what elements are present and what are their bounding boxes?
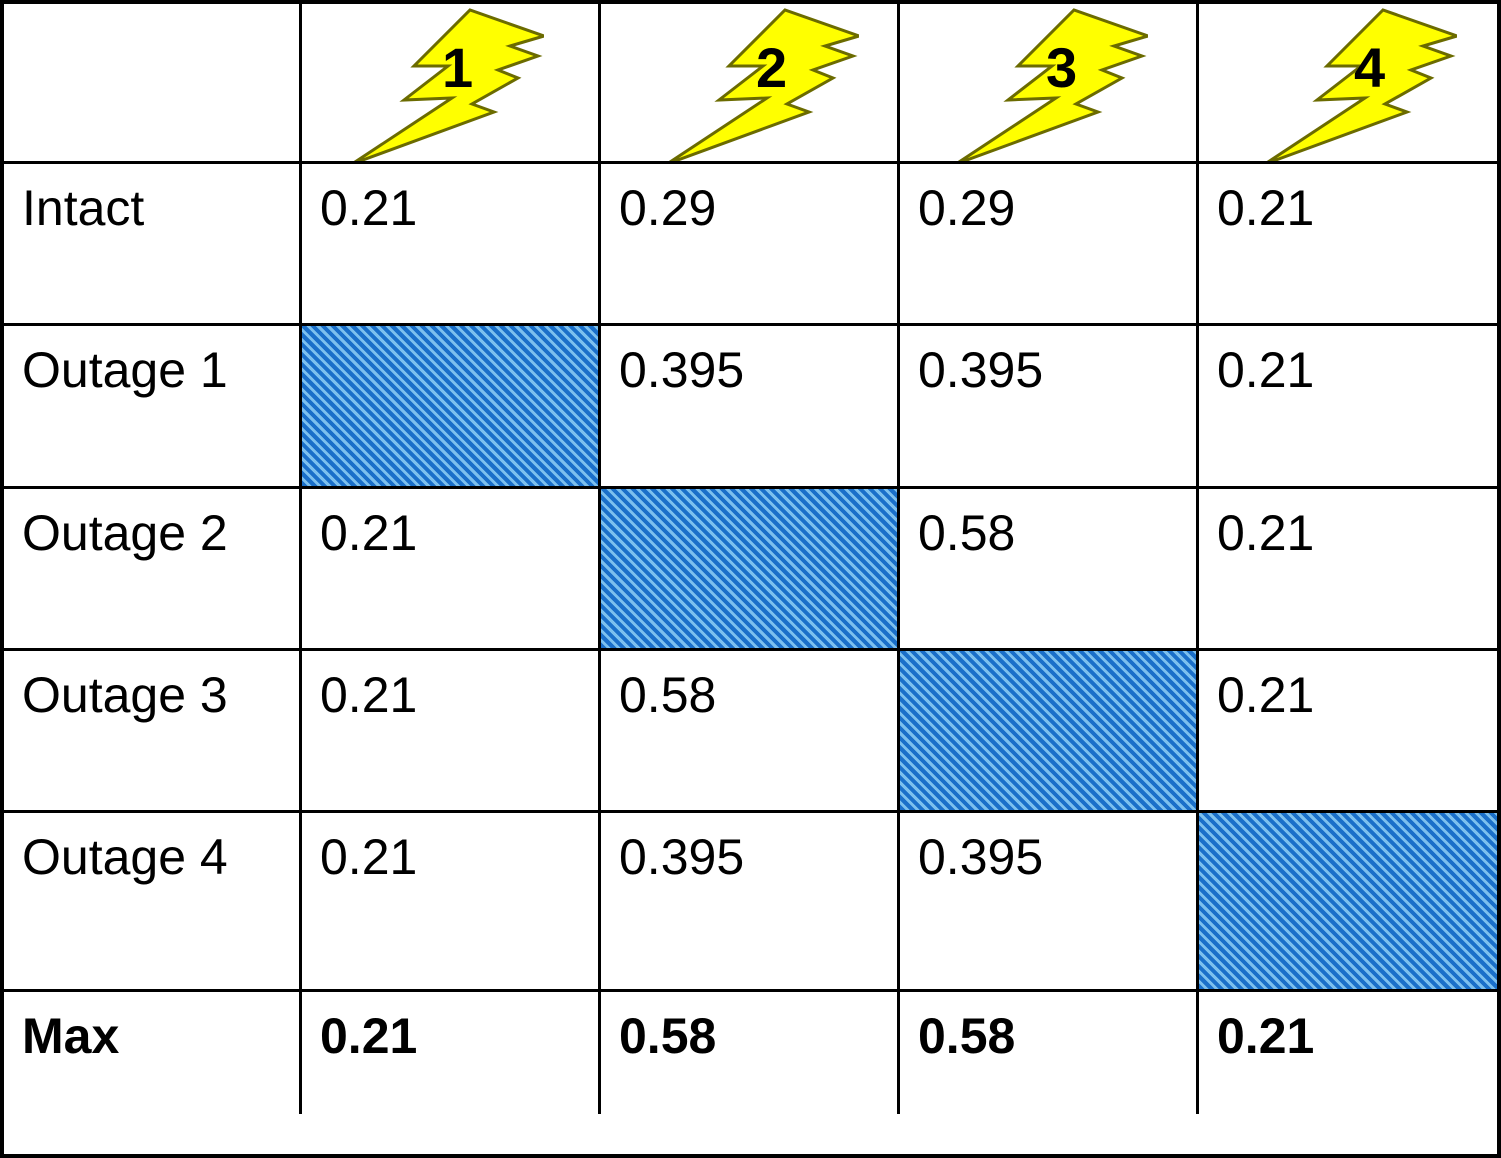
cell-value: 0.395 — [619, 829, 745, 885]
row-label: Intact — [22, 180, 145, 236]
cell-value: 0.21 — [320, 505, 418, 561]
max-cell: 0.21 — [1199, 992, 1497, 1114]
lightning-bolt-icon — [668, 8, 859, 161]
table-cell: 0.21 — [302, 489, 601, 651]
cell-value: 0.21 — [320, 667, 418, 723]
corner-cell — [4, 4, 302, 164]
max-cell: 0.58 — [900, 992, 1199, 1114]
table-cell: 0.21 — [1199, 164, 1497, 326]
cell-value: 0.58 — [918, 505, 1016, 561]
max-cell: 0.21 — [302, 992, 601, 1114]
row-label: Outage 1 — [22, 342, 228, 398]
max-cell: 0.58 — [601, 992, 900, 1114]
column-label: 2 — [756, 36, 788, 99]
table-cell: 0.21 — [302, 651, 601, 813]
cell-value: 0.395 — [918, 829, 1044, 885]
row-label: Max — [22, 1008, 120, 1064]
cell-value: 0.58 — [619, 1008, 717, 1064]
row-label-outage-1: Outage 1 — [4, 326, 302, 489]
table-cell: 0.21 — [1199, 326, 1497, 489]
cell-value: 0.21 — [320, 180, 418, 236]
row-label-outage-2: Outage 2 — [4, 489, 302, 651]
row-label: Outage 2 — [22, 505, 228, 561]
cell-value: 0.29 — [918, 180, 1016, 236]
lightning-bolt-icon — [1266, 8, 1457, 161]
cell-value: 0.395 — [619, 342, 745, 398]
column-label: 4 — [1354, 36, 1386, 99]
cell-value: 0.58 — [918, 1008, 1016, 1064]
cell-value: 0.29 — [619, 180, 717, 236]
hatched-cell — [1199, 813, 1497, 992]
table-cell: 0.395 — [900, 813, 1199, 992]
hatched-cell — [900, 651, 1199, 813]
cell-value: 0.395 — [918, 342, 1044, 398]
row-label-max: Max — [4, 992, 302, 1114]
cell-value: 0.21 — [1217, 667, 1315, 723]
column-header-2: 2 — [601, 4, 900, 164]
table-cell: 0.21 — [1199, 489, 1497, 651]
cell-value: 0.21 — [320, 829, 418, 885]
cell-value: 0.58 — [619, 667, 717, 723]
cell-value: 0.21 — [1217, 180, 1315, 236]
table-cell: 0.29 — [900, 164, 1199, 326]
table-cell: 0.58 — [601, 651, 900, 813]
row-label-intact: Intact — [4, 164, 302, 326]
row-label-outage-4: Outage 4 — [4, 813, 302, 992]
cell-value: 0.21 — [1217, 505, 1315, 561]
table-cell: 0.29 — [601, 164, 900, 326]
lightning-bolt-icon — [353, 8, 544, 161]
cell-value: 0.21 — [1217, 342, 1315, 398]
column-label: 3 — [1046, 36, 1078, 99]
row-label: Outage 3 — [22, 667, 228, 723]
table-cell: 0.58 — [900, 489, 1199, 651]
column-header-4: 4 — [1199, 4, 1497, 164]
table-cell: 0.21 — [302, 813, 601, 992]
table-cell: 0.21 — [1199, 651, 1497, 813]
hatched-cell — [601, 489, 900, 651]
table-cell: 0.395 — [900, 326, 1199, 489]
row-label: Outage 4 — [22, 829, 228, 885]
cell-value: 0.21 — [320, 1008, 418, 1064]
table-cell: 0.395 — [601, 326, 900, 489]
table-cell: 0.395 — [601, 813, 900, 992]
column-header-1: 1 — [302, 4, 601, 164]
hatched-cell — [302, 326, 601, 489]
column-label: 1 — [442, 36, 474, 99]
row-label-outage-3: Outage 3 — [4, 651, 302, 813]
cell-value: 0.21 — [1217, 1008, 1315, 1064]
table-cell: 0.21 — [302, 164, 601, 326]
column-header-3: 3 — [900, 4, 1199, 164]
lightning-bolt-icon — [957, 8, 1148, 161]
